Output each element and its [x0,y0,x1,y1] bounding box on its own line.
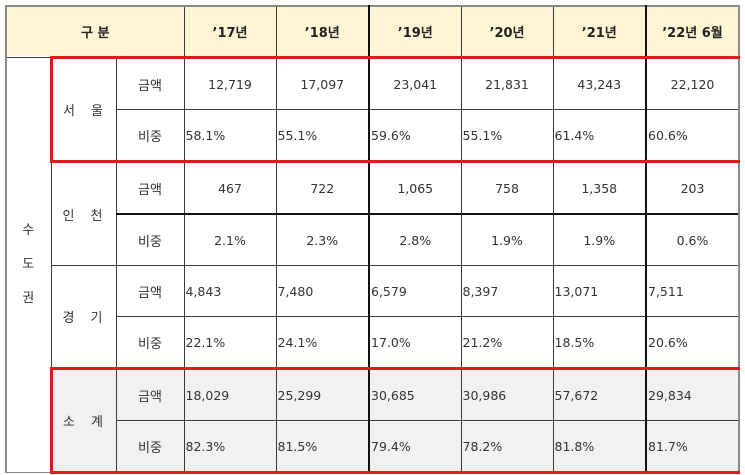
cell-value: 2.1% [183,213,277,266]
cell-value: 17.0% [368,316,462,369]
cell-value: 81.8% [552,420,647,474]
cell-value: 467 [183,161,277,215]
cell-value: 2.8% [368,213,462,266]
kind-label: 비중 [115,420,185,474]
cell-value: 81.5% [275,420,370,474]
cell-value: 12,719 [183,56,277,110]
cell-value: 20.6% [645,316,740,369]
cell-value: 203 [645,161,740,215]
cell-value: 21.2% [460,316,554,369]
kind-label: 금액 [115,161,185,215]
cell-value: 1.9% [460,213,554,266]
cell-value: 1.9% [552,213,647,266]
cell-value: 2.3% [275,213,370,266]
cell-value: 0.6% [645,213,740,266]
incheon-amount-row: 인 천 금액 467 722 1,065 758 1,358 203 [6,161,740,266]
header-row: 구 분 ’17년 ’18년 ’19년 ’20년 ’21년 ’22년 6월 [5,5,740,58]
metro-area-table: 구 분 ’17년 ’18년 ’19년 ’20년 ’21년 ’22년 6월 수 도… [5,5,740,474]
kind-label: 금액 [115,56,185,110]
cell-value: 7,480 [275,265,370,317]
cell-value: 1,065 [368,161,462,215]
cell-value: 82.3% [183,420,277,474]
cell-value: 18.5% [552,316,647,369]
cell-value: 78.2% [460,420,554,474]
cell-value: 8,397 [460,265,554,317]
cell-value: 58.1% [183,109,277,163]
cell-value: 25,299 [275,367,370,421]
cell-value: 18,029 [183,367,277,421]
header-category: 구 분 [5,5,185,58]
cell-value: 43,243 [552,56,647,110]
cell-value: 23,041 [368,56,462,110]
cell-value: 24.1% [275,316,370,369]
cell-value: 4,843 [183,265,277,317]
cell-value: 30,986 [460,367,554,421]
cell-value: 1,358 [552,161,647,215]
kind-label: 비중 [115,316,185,369]
data-table-container: 구 분 ’17년 ’18년 ’19년 ’20년 ’21년 ’22년 6월 수 도… [5,5,740,475]
region-char: 수 [22,223,35,238]
header-year-2022-jun: ’22년 6월 [645,5,740,58]
cell-value: 79.4% [368,420,462,474]
gyeonggi-amount-row: 경 기 금액 4,843 7,480 6,579 8,397 13,071 7,… [6,265,740,369]
cell-value: 22,120 [645,56,740,110]
subtotal-amount-row: 소 계 금액 18,029 25,299 30,685 30,986 57,67… [6,367,740,474]
cell-value: 61.4% [552,109,647,163]
incheon-share-row: 비중 2.1% 2.3% 2.8% 1.9% 1.9% 0.6% [6,213,740,266]
cell-value: 22.1% [183,316,277,369]
kind-label: 금액 [115,265,185,317]
header-year-2020: ’20년 [460,5,554,58]
city-label-incheon: 인 천 [50,161,117,266]
kind-label: 비중 [115,109,185,163]
cell-value: 60.6% [645,109,740,163]
header-year-2017: ’17년 [183,5,277,58]
cell-value: 758 [460,161,554,215]
cell-value: 55.1% [275,109,370,163]
kind-label: 비중 [115,213,185,266]
seoul-share-row: 비중 58.1% 55.1% 59.6% 55.1% 61.4% 60.6% [6,109,740,163]
gyeonggi-share-row: 비중 22.1% 24.1% 17.0% 21.2% 18.5% 20.6% [6,316,740,369]
cell-value: 7,511 [645,265,740,317]
cell-value: 17,097 [275,56,370,110]
kind-label: 금액 [115,367,185,421]
cell-value: 21,831 [460,56,554,110]
region-char: 권 [22,291,35,306]
region-label-metro: 수 도 권 [5,57,52,473]
seoul-amount-row: 수 도 권 서 울 금액 12,719 17,097 23,041 21,831… [5,56,740,473]
city-label-seoul: 서 울 [49,56,117,163]
cell-value: 30,685 [368,367,462,421]
region-char: 도 [22,257,35,272]
cell-value: 59.6% [368,109,462,163]
city-label-subtotal: 소 계 [49,367,117,474]
cell-value: 81.7% [645,420,740,474]
header-year-2021: ’21년 [552,5,647,58]
cell-value: 13,071 [552,265,647,317]
cell-value: 55.1% [460,109,554,163]
cell-value: 722 [275,161,370,215]
cell-value: 6,579 [368,265,462,317]
city-label-gyeonggi: 경 기 [50,265,117,369]
cell-value: 57,672 [552,367,647,421]
cell-value: 29,834 [645,367,740,421]
header-year-2019: ’19년 [368,5,462,58]
subtotal-share-row: 비중 82.3% 81.5% 79.4% 78.2% 81.8% 81.7% [6,420,740,474]
header-year-2018: ’18년 [275,5,370,58]
